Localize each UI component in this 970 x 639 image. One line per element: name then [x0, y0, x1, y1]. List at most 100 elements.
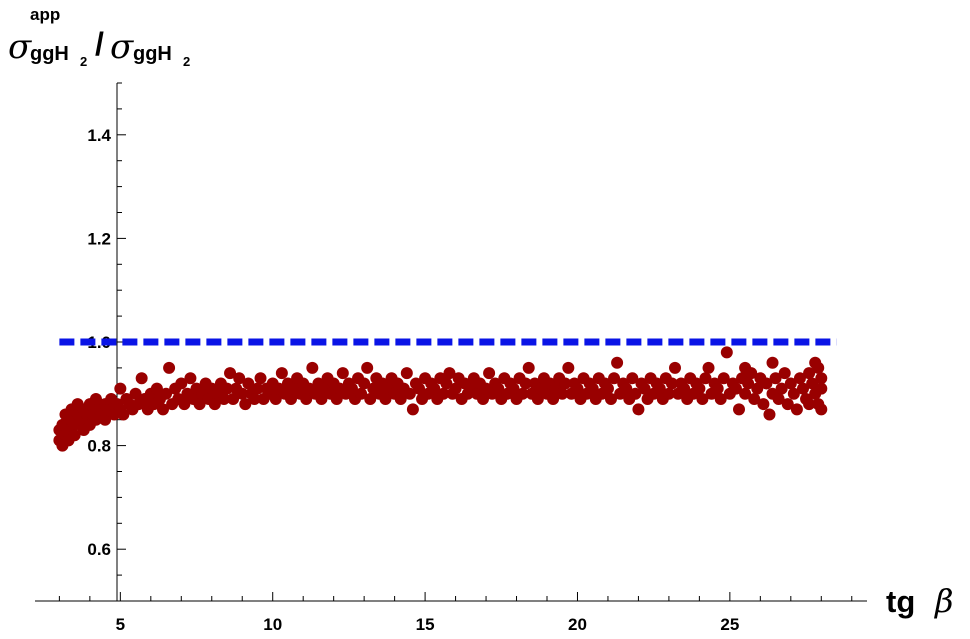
data-point: [775, 382, 788, 395]
data-point: [720, 346, 733, 359]
y-tick-label: 1.4: [87, 126, 111, 145]
data-point: [227, 392, 240, 405]
data-point: [559, 377, 572, 390]
data-point: [175, 377, 188, 390]
data-point: [733, 403, 745, 416]
data-point: [251, 382, 264, 395]
data-point: [702, 361, 715, 374]
data-point: [653, 382, 666, 395]
data-point: [193, 398, 206, 411]
x-tick-label: 15: [416, 615, 435, 634]
data-point: [516, 387, 529, 400]
data-point: [739, 361, 752, 374]
data-point: [483, 367, 496, 380]
data-point: [605, 392, 617, 405]
data-point: [547, 392, 560, 405]
data-point: [336, 367, 349, 380]
x-tick-label: 20: [568, 615, 587, 634]
data-point: [714, 392, 727, 405]
data-point: [248, 392, 261, 405]
y-title-sub: ggH: [30, 43, 69, 65]
data-point: [306, 361, 319, 374]
data-point: [763, 408, 776, 421]
data-point: [285, 392, 297, 405]
data-point: [699, 372, 712, 385]
data-point: [440, 377, 453, 390]
data-point: [406, 403, 419, 416]
data-point: [233, 372, 246, 385]
data-point: [269, 392, 282, 405]
axes: 5 10 15 20 25 0.6 0.8 1.0 1.2 1.4: [35, 82, 867, 634]
data-point: [784, 377, 797, 390]
data-point: [793, 372, 806, 385]
data-point: [626, 372, 639, 385]
data-point: [403, 387, 416, 400]
data-point: [437, 387, 450, 400]
data-point: [669, 361, 681, 374]
data-point: [748, 392, 761, 405]
data-point: [400, 367, 413, 380]
data-point: [163, 361, 176, 374]
data-point: [665, 377, 678, 390]
data-point: [428, 382, 441, 395]
data-point: [492, 382, 505, 395]
data-point: [778, 367, 791, 380]
data-point: [275, 367, 288, 380]
data-point: [254, 372, 267, 385]
data-point: [815, 382, 828, 395]
data-point: [99, 413, 112, 426]
data-point: [477, 392, 489, 405]
y-title-sigma-den: σ: [110, 27, 134, 67]
data-point: [135, 372, 148, 385]
data-point: [443, 367, 456, 380]
data-point: [629, 387, 642, 400]
data-point: [803, 367, 816, 380]
data-point: [696, 392, 709, 405]
data-point: [394, 392, 407, 405]
x-tick-label: 5: [116, 615, 125, 634]
x-title-text: tg: [886, 584, 915, 619]
data-point: [638, 382, 651, 395]
data-point: [571, 382, 584, 395]
data-point: [809, 356, 822, 369]
x-axis-title: tg β: [886, 582, 954, 620]
data-point: [790, 403, 803, 416]
data-point: [413, 382, 425, 395]
data-point: [364, 392, 377, 405]
data-point: [751, 382, 764, 395]
y-title-slash: /: [95, 26, 104, 62]
data-point: [239, 398, 252, 411]
y-title-sigma: σ: [8, 27, 32, 67]
data-point: [769, 372, 782, 385]
x-tick-label: 10: [263, 615, 282, 634]
data-point: [157, 403, 169, 416]
data-point: [601, 382, 614, 395]
y-tick-label: 1.0: [87, 333, 111, 352]
data-point: [330, 392, 343, 405]
data-point: [760, 377, 773, 390]
data-point: [815, 372, 828, 385]
data-point: [242, 377, 255, 390]
data-points: [53, 346, 828, 452]
y-tick-label: 0.8: [87, 437, 111, 456]
data-point: [632, 403, 645, 416]
data-point: [662, 387, 675, 400]
data-point: [717, 372, 730, 385]
data-point: [797, 382, 809, 395]
data-point: [608, 372, 621, 385]
data-point: [620, 382, 633, 395]
data-point: [531, 392, 544, 405]
data-point: [358, 377, 371, 390]
data-point: [184, 372, 197, 385]
y-title-sup: app: [30, 5, 60, 24]
data-point: [129, 387, 142, 400]
data-point: [611, 356, 624, 369]
data-point: [449, 382, 462, 395]
data-point: [678, 382, 691, 395]
y-title-sub-index: 2: [80, 54, 87, 69]
data-point: [519, 377, 532, 390]
data-point: [766, 356, 779, 369]
data-point: [300, 392, 313, 405]
data-point: [89, 392, 102, 405]
